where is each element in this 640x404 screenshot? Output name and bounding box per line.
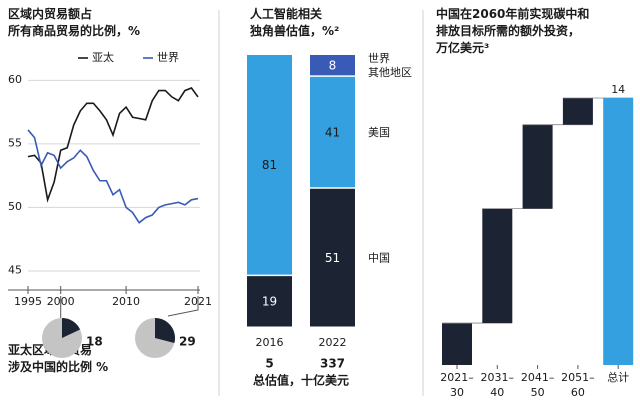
- bar-label: 19: [262, 295, 277, 309]
- chart-title: 区域内贸易额占所有商品贸易的比例，%: [8, 6, 140, 38]
- legend-label: 世界: [157, 51, 179, 64]
- waterfall-bar: [442, 323, 472, 365]
- chart-title: 人工智能相关独角兽估值，%²: [249, 6, 339, 38]
- legend-label: 美国: [368, 126, 390, 139]
- pie-slice: [155, 318, 175, 343]
- x-tick-label: 2031– 40: [481, 371, 515, 399]
- bar-segment: [310, 55, 355, 76]
- x-tick-label: 2041– 50: [521, 371, 555, 399]
- x-tick-label: 2021– 30: [440, 371, 474, 399]
- x-tick-label: 总计: [607, 370, 629, 384]
- connector: [167, 296, 199, 317]
- bar-segment: [310, 76, 355, 188]
- x-tick-label: 2022: [319, 336, 347, 349]
- total-label: 5: [265, 357, 273, 371]
- legend-label: 亚太: [92, 51, 114, 64]
- bar-label: 51: [325, 251, 340, 265]
- bar-label: 81: [262, 158, 277, 172]
- waterfall-bar: [562, 98, 593, 125]
- legend-label: 中国: [368, 251, 390, 264]
- y-tick-label: 60: [8, 73, 22, 86]
- bar-segment: [310, 188, 355, 327]
- waterfall-bar: [522, 124, 553, 209]
- chart-title: 中国在2060年前实现碳中和排放目标所需的额外投资，万亿美元³: [435, 6, 589, 55]
- pie-label: 29: [179, 335, 196, 349]
- bar-segment: [247, 276, 292, 327]
- line-series: [27, 129, 199, 224]
- legend-label: 世界其他地区: [368, 52, 412, 79]
- totals-label: 总估值，十亿美元: [253, 373, 349, 388]
- value-label: 14: [611, 83, 625, 96]
- bar-label: 8: [329, 58, 337, 72]
- pie-slice: [62, 318, 81, 338]
- waterfall-bar: [603, 98, 634, 365]
- line-series: [27, 87, 199, 203]
- total-label: 337: [320, 357, 345, 371]
- waterfall-bar: [482, 208, 513, 324]
- bar-segment: [247, 55, 292, 275]
- x-tick-label: 2010: [112, 295, 140, 308]
- pie-label: 18: [86, 335, 103, 349]
- y-tick-label: 55: [8, 136, 22, 149]
- y-tick-label: 45: [8, 263, 22, 276]
- x-tick-label: 2051– 60: [561, 371, 595, 399]
- x-tick-label: 1995: [14, 295, 42, 308]
- bar-label: 41: [325, 125, 340, 139]
- x-tick-label: 2016: [256, 336, 284, 349]
- y-tick-label: 50: [8, 200, 22, 213]
